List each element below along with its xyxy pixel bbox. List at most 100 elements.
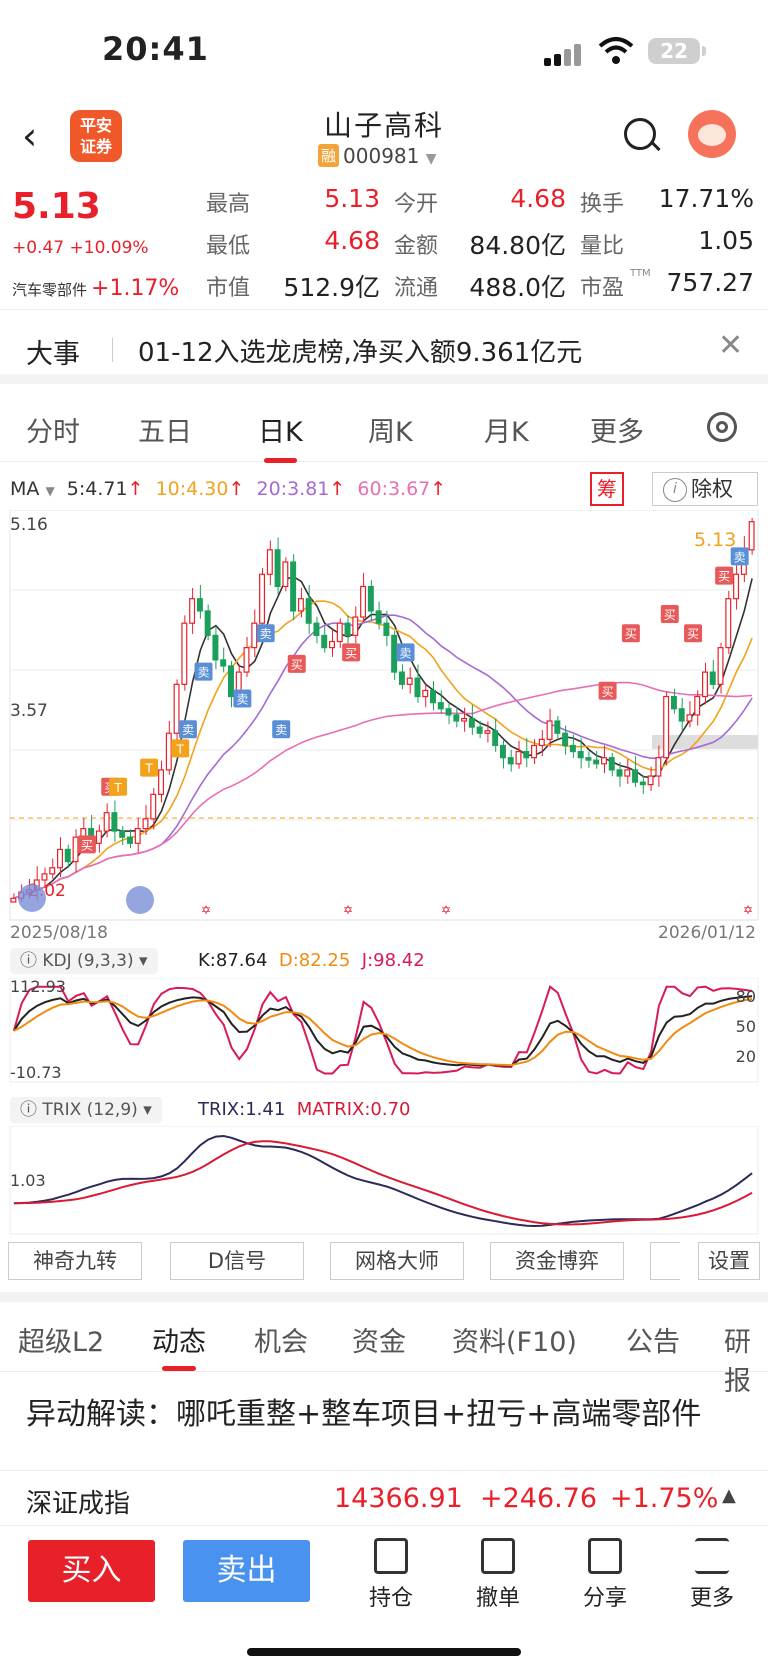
candle (468, 717, 475, 728)
candlestick-chart[interactable]: 买买TTT卖卖卖卖卖买买卖买买买买买卖5.163.572.025.13✡✡✡✡2… (0, 510, 768, 940)
trade-signal-marker (233, 689, 252, 708)
tool-button-0[interactable]: 神奇九转 (8, 1242, 142, 1280)
adjust-mode-button[interactable]: 除权 (652, 472, 758, 506)
candle (305, 598, 312, 624)
trade-signal-marker (715, 566, 734, 585)
trade-signal-label: 卖 (236, 692, 248, 706)
trade-signal-label: T (176, 742, 185, 756)
tab-4[interactable]: 月K (484, 417, 529, 448)
stock-code-selector[interactable]: 融 000981 ▼ (318, 144, 437, 168)
candle (251, 622, 258, 649)
tab-2[interactable]: 日K (258, 410, 303, 463)
news-headline[interactable]: 异动解读：哪吒重整+整车项目+扭亏+高端零部件 (26, 1397, 702, 1432)
info-tab-5[interactable]: 公告 (626, 1327, 680, 1358)
trade-signal-label: 卖 (400, 646, 412, 660)
trix-indicator-selector[interactable]: ⓘ TRIX (12,9) ▾ (10, 1097, 162, 1123)
candle (336, 622, 343, 643)
tab-5[interactable]: 更多 (590, 417, 644, 448)
quote-value: 1.05 (698, 226, 754, 255)
more-button[interactable]: 更多 (677, 1538, 747, 1612)
quote-label: 金额 (394, 234, 439, 259)
share-button[interactable]: 分享 (570, 1538, 640, 1612)
close-icon[interactable]: ✕ (718, 328, 744, 363)
trix-line-1 (13, 1140, 753, 1226)
back-chevron-icon[interactable]: ‹ (22, 114, 38, 158)
candle (134, 828, 141, 844)
clock: 20:41 (102, 30, 209, 68)
cancel-order-button[interactable]: 撤单 (463, 1538, 533, 1612)
position-button[interactable]: 持仓 (356, 1538, 426, 1612)
info-tab-3[interactable]: 资金 (352, 1327, 406, 1358)
candle (41, 873, 48, 881)
document-icon (374, 1538, 408, 1574)
kdj-legend: K:87.64 D:82.25 J:98.42 (198, 950, 425, 971)
candle (398, 671, 405, 685)
candle (608, 757, 615, 771)
avatar[interactable] (688, 110, 736, 158)
candle (437, 702, 444, 710)
candle (717, 647, 724, 685)
event-marker-icon: ✡ (343, 903, 353, 917)
index-ticker[interactable]: 深证成指 14366.91 +246.76 +1.75% ▲ (0, 1470, 768, 1526)
y-tick: 3.57 (10, 701, 48, 721)
info-tab-1[interactable]: 动态 (152, 1320, 206, 1371)
sell-button[interactable]: 卖出 (183, 1540, 310, 1602)
info-tabs: 超级L2 动态 机会 资金 资料(F10) 公告 研报 (0, 1302, 768, 1397)
candle (126, 836, 133, 844)
trade-signal-label: 买 (291, 658, 303, 672)
candle (531, 744, 538, 759)
y-tick: -10.73 (10, 1063, 62, 1082)
candle (445, 708, 452, 716)
trade-signal-marker (342, 643, 361, 662)
candle (577, 750, 584, 759)
info-tab-2[interactable]: 机会 (254, 1327, 308, 1358)
quote-value: 5.13 (324, 184, 380, 213)
broker-logo: 平安 证券 (70, 110, 122, 162)
stock-header: ‹ 平安 证券 山子高科 融 000981 ▼ (0, 100, 768, 176)
kdj-chart: 112.93 -10.73 80 50 20 (9, 978, 759, 1083)
wifi-icon (598, 37, 634, 64)
tool-button-4[interactable]: 设置 (698, 1242, 760, 1280)
tool-overflow[interactable] (650, 1242, 680, 1280)
info-tab-0[interactable]: 超级L2 (18, 1327, 105, 1358)
trade-signal-marker (178, 720, 197, 739)
candle (220, 659, 227, 667)
candle (709, 671, 716, 685)
candle (484, 730, 491, 734)
ma-legend: MA ▼ 5:4.71↑ 10:4.30↑ 20:3.81↑ 60:3.67↑ (10, 478, 447, 500)
buy-button[interactable]: 买入 (28, 1540, 155, 1602)
tab-3[interactable]: 周K (368, 417, 413, 448)
trix-line-0 (13, 1134, 753, 1228)
search-icon[interactable] (624, 118, 656, 150)
candle (266, 549, 273, 575)
tool-button-2[interactable]: 网格大师 (330, 1242, 464, 1280)
tab-1[interactable]: 五日 (138, 417, 192, 448)
info-tab-6[interactable]: 研报 (724, 1327, 751, 1397)
trade-signal-label: 卖 (260, 627, 272, 641)
gear-icon[interactable] (707, 412, 737, 442)
chip-distribution-button[interactable]: 筹 (590, 472, 624, 506)
x-end-label: 2026/01/12 (658, 923, 756, 940)
candle (383, 622, 390, 637)
candle (367, 585, 374, 612)
kdj-indicator-selector[interactable]: ⓘ KDJ (9,3,3) ▾ (10, 948, 158, 974)
tool-button-1[interactable]: D信号 (170, 1242, 304, 1280)
tool-button-3[interactable]: 资金博弈 (490, 1242, 624, 1280)
info-tab-4[interactable]: 资料(F10) (452, 1327, 577, 1358)
candle (678, 708, 685, 722)
news-bar[interactable]: 大事 01-12入选龙虎榜,净买入额9.361亿元 ✕ (0, 314, 768, 384)
caret-up-icon[interactable]: ▲ (722, 1485, 736, 1506)
sector-change[interactable]: 汽车零部件 +1.17% (12, 276, 180, 301)
candle (49, 867, 56, 875)
candle (624, 769, 631, 777)
trix-chart: 1.03 (9, 1126, 759, 1235)
trade-signal-label: 卖 (197, 666, 209, 680)
trade-signal-label: 买 (625, 627, 637, 641)
quote-label: 市盈 (580, 276, 625, 301)
candle (243, 647, 250, 673)
candle (196, 598, 203, 612)
candle (453, 714, 460, 722)
tab-0[interactable]: 分时 (26, 417, 80, 448)
candle (694, 695, 701, 716)
candle (585, 757, 592, 761)
